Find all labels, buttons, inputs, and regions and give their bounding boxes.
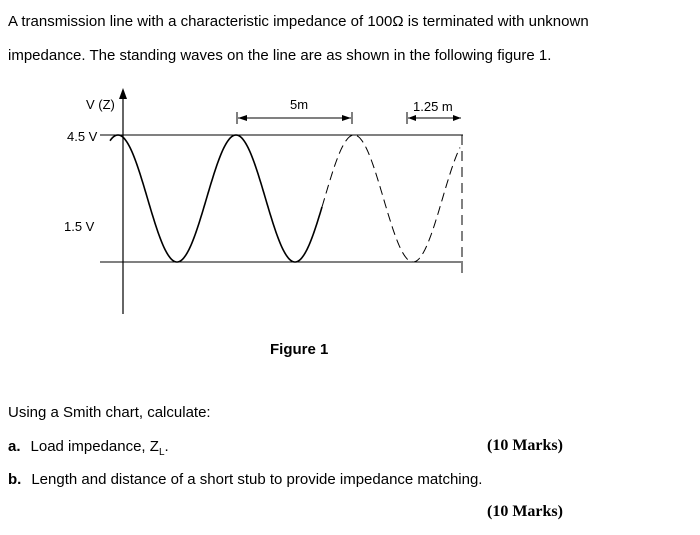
y-axis-arrow bbox=[119, 88, 127, 99]
figure-caption: Figure 1 bbox=[270, 341, 329, 358]
question-a-marks: (10 Marks) bbox=[487, 437, 563, 454]
question-b-label: b. bbox=[8, 471, 22, 488]
question-a: a. Load impedance, ZL. bbox=[8, 438, 169, 458]
y-axis-label: V (Z) bbox=[86, 97, 115, 112]
question-a-text: Load impedance, Z bbox=[30, 438, 159, 455]
question-a-label: a. bbox=[8, 438, 21, 455]
question-a-suffix: . bbox=[164, 438, 169, 455]
problem-statement-line-1: A transmission line with a characteristi… bbox=[8, 13, 589, 30]
question-a-subscript: L bbox=[158, 447, 165, 458]
distance-label-1-25m: 1.25 m bbox=[413, 99, 453, 114]
standing-wave-dashed bbox=[321, 134, 461, 263]
question-b: b. Length and distance of a short stub to… bbox=[8, 471, 482, 488]
question-b-marks: (10 Marks) bbox=[487, 503, 563, 520]
questions-intro: Using a Smith chart, calculate: bbox=[8, 404, 211, 421]
standing-wave-figure: V (Z) 4.5 V 1.5 V 5m 1.25 m bbox=[64, 88, 463, 314]
distance-label-5m: 5m bbox=[290, 97, 308, 112]
vmax-label: 4.5 V bbox=[67, 129, 98, 144]
question-b-text: Length and distance of a short stub to p… bbox=[31, 471, 483, 488]
problem-statement-line-2: impedance. The standing waves on the lin… bbox=[8, 47, 552, 64]
vmin-label: 1.5 V bbox=[64, 219, 95, 234]
standing-wave-solid bbox=[109, 134, 323, 263]
